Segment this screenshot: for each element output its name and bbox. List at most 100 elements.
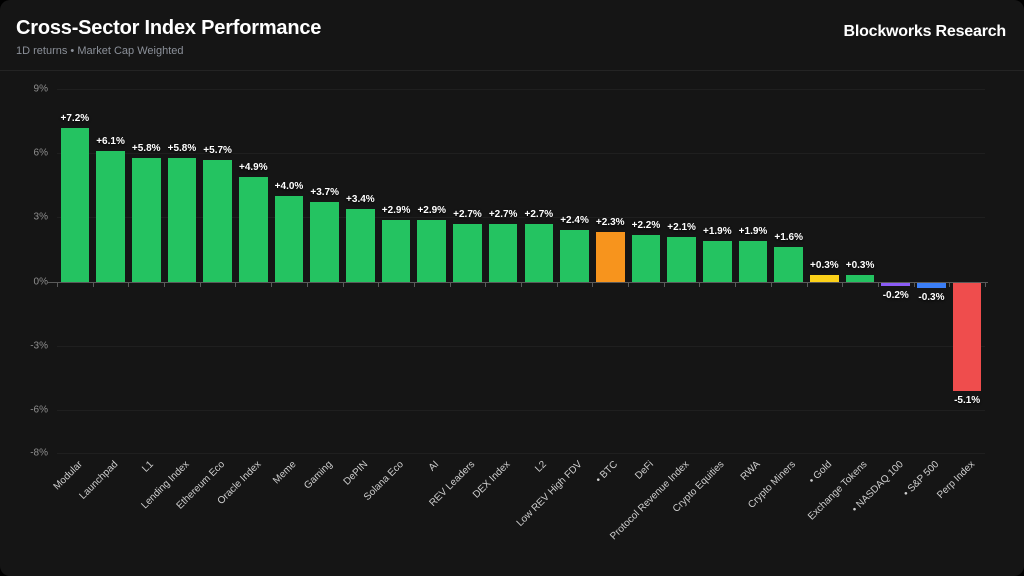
axis-tick-mark xyxy=(199,281,201,287)
x-axis-label-gold: • Gold xyxy=(806,459,835,487)
bar-value-label: +2.9% xyxy=(381,204,411,216)
bar-ethereum-eco xyxy=(203,159,232,282)
bar-oracle-index xyxy=(239,176,268,282)
x-axis-label-low-rev-high-fdv: Low REV High FDV xyxy=(514,459,585,529)
bar-value-label: +4.9% xyxy=(238,161,268,173)
bar-l1 xyxy=(131,157,161,282)
bar-value-label: +5.8% xyxy=(131,142,161,154)
y-tick-label: -3% xyxy=(30,340,48,352)
bar-value-label: +1.9% xyxy=(738,226,768,238)
y-tick-label: 9% xyxy=(33,83,48,95)
axis-tick-mark xyxy=(271,281,273,287)
axis-tick-mark xyxy=(235,281,237,287)
bar-btc xyxy=(595,232,625,282)
bar-value-label: +2.2% xyxy=(631,219,661,231)
axis-tick-mark xyxy=(485,281,487,287)
x-axis-label-modular: Modular xyxy=(51,459,85,493)
y-tick-label: -8% xyxy=(30,447,48,459)
axis-tick-mark xyxy=(592,281,594,287)
axis-tick-mark xyxy=(842,281,844,287)
y-tick-label: -6% xyxy=(30,404,48,416)
bar-rwa xyxy=(738,241,768,282)
y-tick-label: 3% xyxy=(33,211,48,223)
bar-value-label: +2.3% xyxy=(595,217,625,229)
bar-solana-eco xyxy=(381,219,411,282)
axis-tick-mark xyxy=(128,281,130,287)
bar-value-label: -5.1% xyxy=(954,394,981,406)
x-axis-label-btc: • BTC xyxy=(593,459,620,486)
bar-rev-leaders xyxy=(453,223,482,282)
bar-value-label: +3.7% xyxy=(310,187,340,199)
axis-tick-mark xyxy=(449,281,451,287)
bar-value-label: +1.6% xyxy=(774,232,804,244)
bar-value-label: -0.3% xyxy=(918,292,945,304)
bar-meme xyxy=(274,196,304,282)
page-title: Cross-Sector Index Performance xyxy=(16,17,322,39)
brand-logo-text: Blockworks Research xyxy=(843,23,1006,40)
axis-tick-mark xyxy=(556,281,558,287)
x-axis-label-meme: Meme xyxy=(271,459,299,487)
gridline xyxy=(57,153,985,155)
x-axis-label-rwa: RWA xyxy=(738,459,763,483)
bar-value-label: +6.1% xyxy=(96,136,125,148)
bar-s-p-500 xyxy=(917,281,946,289)
axis-tick-mark xyxy=(877,281,879,287)
bar-value-label: +2.7% xyxy=(524,208,554,220)
bar-l2 xyxy=(524,223,554,282)
bar-value-label: +2.7% xyxy=(453,208,482,220)
bar-value-label: +2.9% xyxy=(417,204,447,216)
y-tick-label: 6% xyxy=(33,147,48,159)
bar-modular xyxy=(60,127,90,282)
axis-tick-mark xyxy=(164,281,166,287)
x-axis-label-defi: DeFi xyxy=(632,459,656,482)
bar-value-label: +0.3% xyxy=(810,260,839,272)
y-tick-label: 0% xyxy=(33,276,48,288)
axis-tick-mark xyxy=(913,281,915,287)
bar-value-label: +2.7% xyxy=(488,208,518,220)
axis-tick-mark xyxy=(57,281,58,287)
axis-tick-mark xyxy=(985,281,986,287)
gridline xyxy=(57,345,985,347)
axis-tick-mark xyxy=(663,281,665,287)
bar-dex-index xyxy=(488,223,518,282)
bar-chart-plot-area: +7.2% +6.1% +5.8% +5.8% +5.7% +4.9% +4.0% +3.7%… xyxy=(48,89,988,454)
axis-tick-mark xyxy=(92,281,94,287)
bar-depin xyxy=(346,208,375,282)
bar-gaming xyxy=(310,202,339,282)
bar-perp-index xyxy=(952,281,982,391)
bar-lending-index xyxy=(167,157,197,282)
x-axis-label-ai: AI xyxy=(427,459,442,474)
gridline xyxy=(57,453,985,454)
axis-tick-mark xyxy=(806,281,808,287)
axis-tick-mark xyxy=(413,281,415,287)
bar-value-label: +2.1% xyxy=(667,221,696,233)
bar-value-label: -0.2% xyxy=(882,289,909,301)
bar-defi xyxy=(631,234,661,282)
bar-value-label: +1.9% xyxy=(702,226,732,238)
header-divider xyxy=(0,70,1024,71)
gridline xyxy=(57,89,985,90)
bar-launchpad xyxy=(96,151,125,282)
axis-tick-mark xyxy=(521,281,522,287)
bar-ai xyxy=(417,219,447,282)
bar-crypto-miners xyxy=(774,247,803,282)
x-axis-label-gaming: Gaming xyxy=(301,459,335,492)
x-axis-label-l1: L1 xyxy=(140,459,156,475)
bar-value-label: +5.7% xyxy=(203,144,232,156)
y-axis: 9% 6% 3% 0% -3% -6% -8% xyxy=(0,84,50,459)
gridline xyxy=(57,217,985,219)
x-axis-labels: Modular Launchpad L1 Lending Index Ethereum … xyxy=(51,456,985,571)
page-subtitle: 1D returns • Market Cap Weighted xyxy=(16,45,184,57)
axis-tick-mark xyxy=(770,281,772,287)
bar-crypto-equities xyxy=(703,241,732,282)
axis-tick-mark xyxy=(699,281,701,287)
bar-gold xyxy=(810,275,839,282)
bar-value-label: +5.8% xyxy=(167,142,197,154)
bar-nasdaq-100 xyxy=(881,281,911,286)
bar-value-label: +2.4% xyxy=(560,215,589,227)
bar-value-label: +4.0% xyxy=(274,181,304,193)
axis-tick-mark xyxy=(949,281,951,287)
bar-low-rev-high-fdv xyxy=(560,230,589,282)
x-axis-label-l2: L2 xyxy=(532,459,549,475)
